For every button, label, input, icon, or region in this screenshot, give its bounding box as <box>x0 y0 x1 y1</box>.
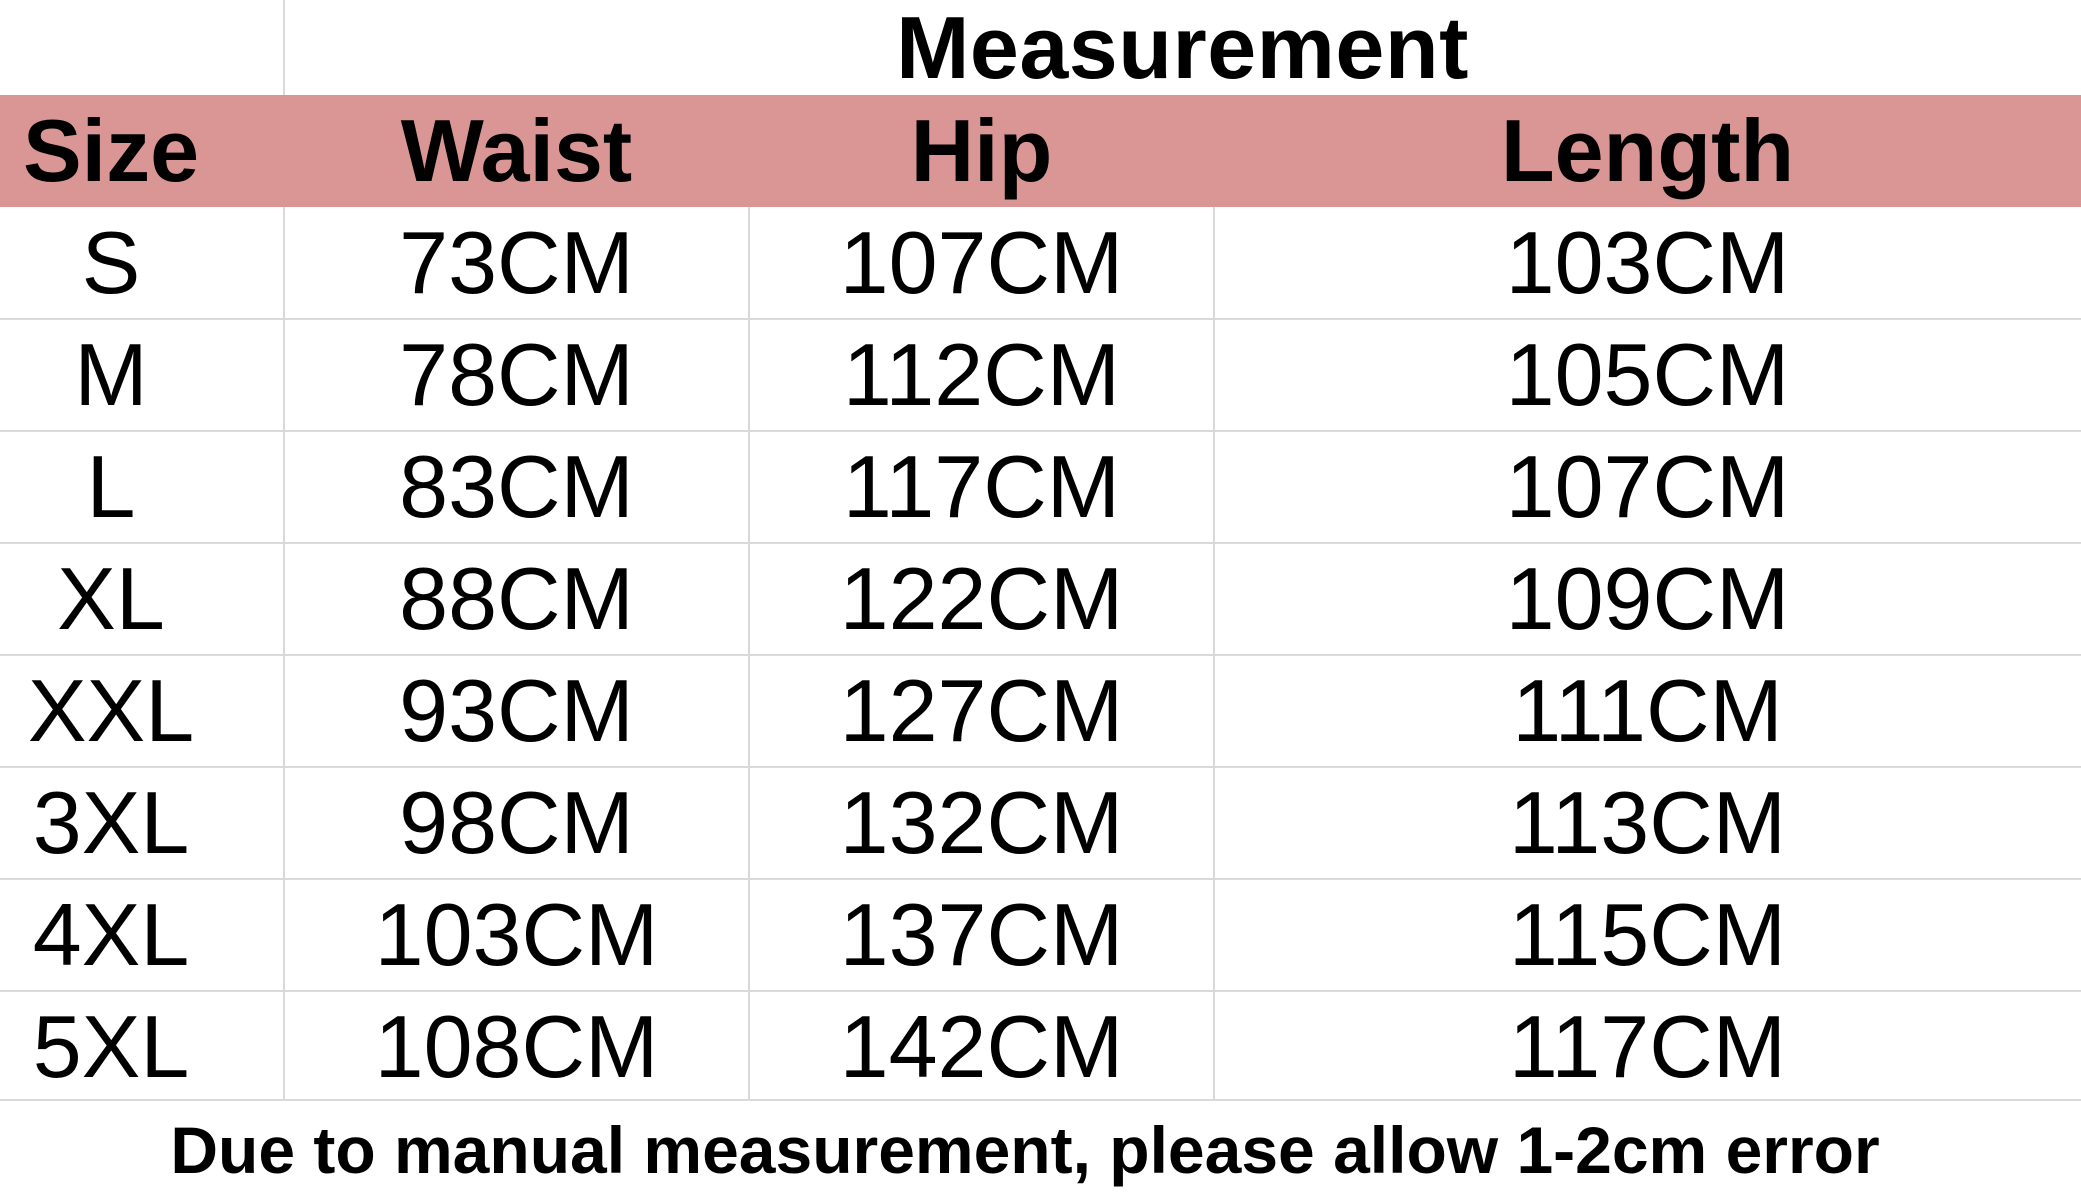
cell-hip: 112CM <box>842 325 1121 424</box>
footnote: Due to manual measurement, please allow … <box>170 1113 1880 1187</box>
table-title: Measurement <box>896 0 1469 97</box>
cell-size: M <box>74 325 148 424</box>
cell-hip: 137CM <box>839 885 1124 984</box>
cell-size: 3XL <box>32 773 190 872</box>
header-hip: Hip <box>910 101 1053 200</box>
gridline-horizontal <box>0 654 2081 656</box>
cell-size: XXL <box>27 661 195 760</box>
cell-waist: 98CM <box>399 773 634 872</box>
cell-length: 113CM <box>1508 773 1787 872</box>
gridline-horizontal <box>0 878 2081 880</box>
cell-length: 109CM <box>1505 549 1790 648</box>
cell-length: 115CM <box>1508 885 1787 984</box>
gridline-vertical <box>748 207 750 1100</box>
gridline-horizontal <box>0 318 2081 320</box>
gridline-horizontal <box>0 766 2081 768</box>
cell-hip: 127CM <box>839 661 1124 760</box>
cell-length: 107CM <box>1505 437 1790 536</box>
cell-length: 117CM <box>1508 997 1787 1096</box>
gridline-horizontal <box>0 990 2081 992</box>
cell-waist: 108CM <box>374 997 659 1096</box>
cell-hip: 117CM <box>842 437 1121 536</box>
cell-size: L <box>86 437 136 536</box>
header-band <box>0 95 2081 207</box>
cell-waist: 88CM <box>399 549 634 648</box>
cell-length: 103CM <box>1505 213 1790 312</box>
header-size: Size <box>22 101 200 200</box>
cell-hip: 122CM <box>839 549 1124 648</box>
cell-waist: 78CM <box>399 325 634 424</box>
cell-waist: 93CM <box>399 661 634 760</box>
cell-hip: 132CM <box>839 773 1124 872</box>
cell-waist: 103CM <box>374 885 659 984</box>
cell-hip: 107CM <box>839 213 1124 312</box>
gridline-horizontal <box>0 542 2081 544</box>
gridline-vertical <box>283 207 285 1100</box>
cell-length: 105CM <box>1505 325 1790 424</box>
gridline-horizontal <box>0 1099 2081 1101</box>
gridline-vertical <box>1213 207 1215 1100</box>
cell-length: 111CM <box>1512 661 1783 760</box>
cell-size: 5XL <box>32 997 190 1096</box>
cell-waist: 73CM <box>399 213 634 312</box>
cell-hip: 142CM <box>839 997 1124 1096</box>
header-length: Length <box>1500 101 1795 200</box>
cell-size: XL <box>57 549 165 648</box>
header-waist: Waist <box>400 101 633 200</box>
gridline-horizontal <box>0 430 2081 432</box>
gridline-vertical <box>283 0 285 95</box>
cell-waist: 83CM <box>399 437 634 536</box>
cell-size: S <box>81 213 141 312</box>
cell-size: 4XL <box>32 885 190 984</box>
